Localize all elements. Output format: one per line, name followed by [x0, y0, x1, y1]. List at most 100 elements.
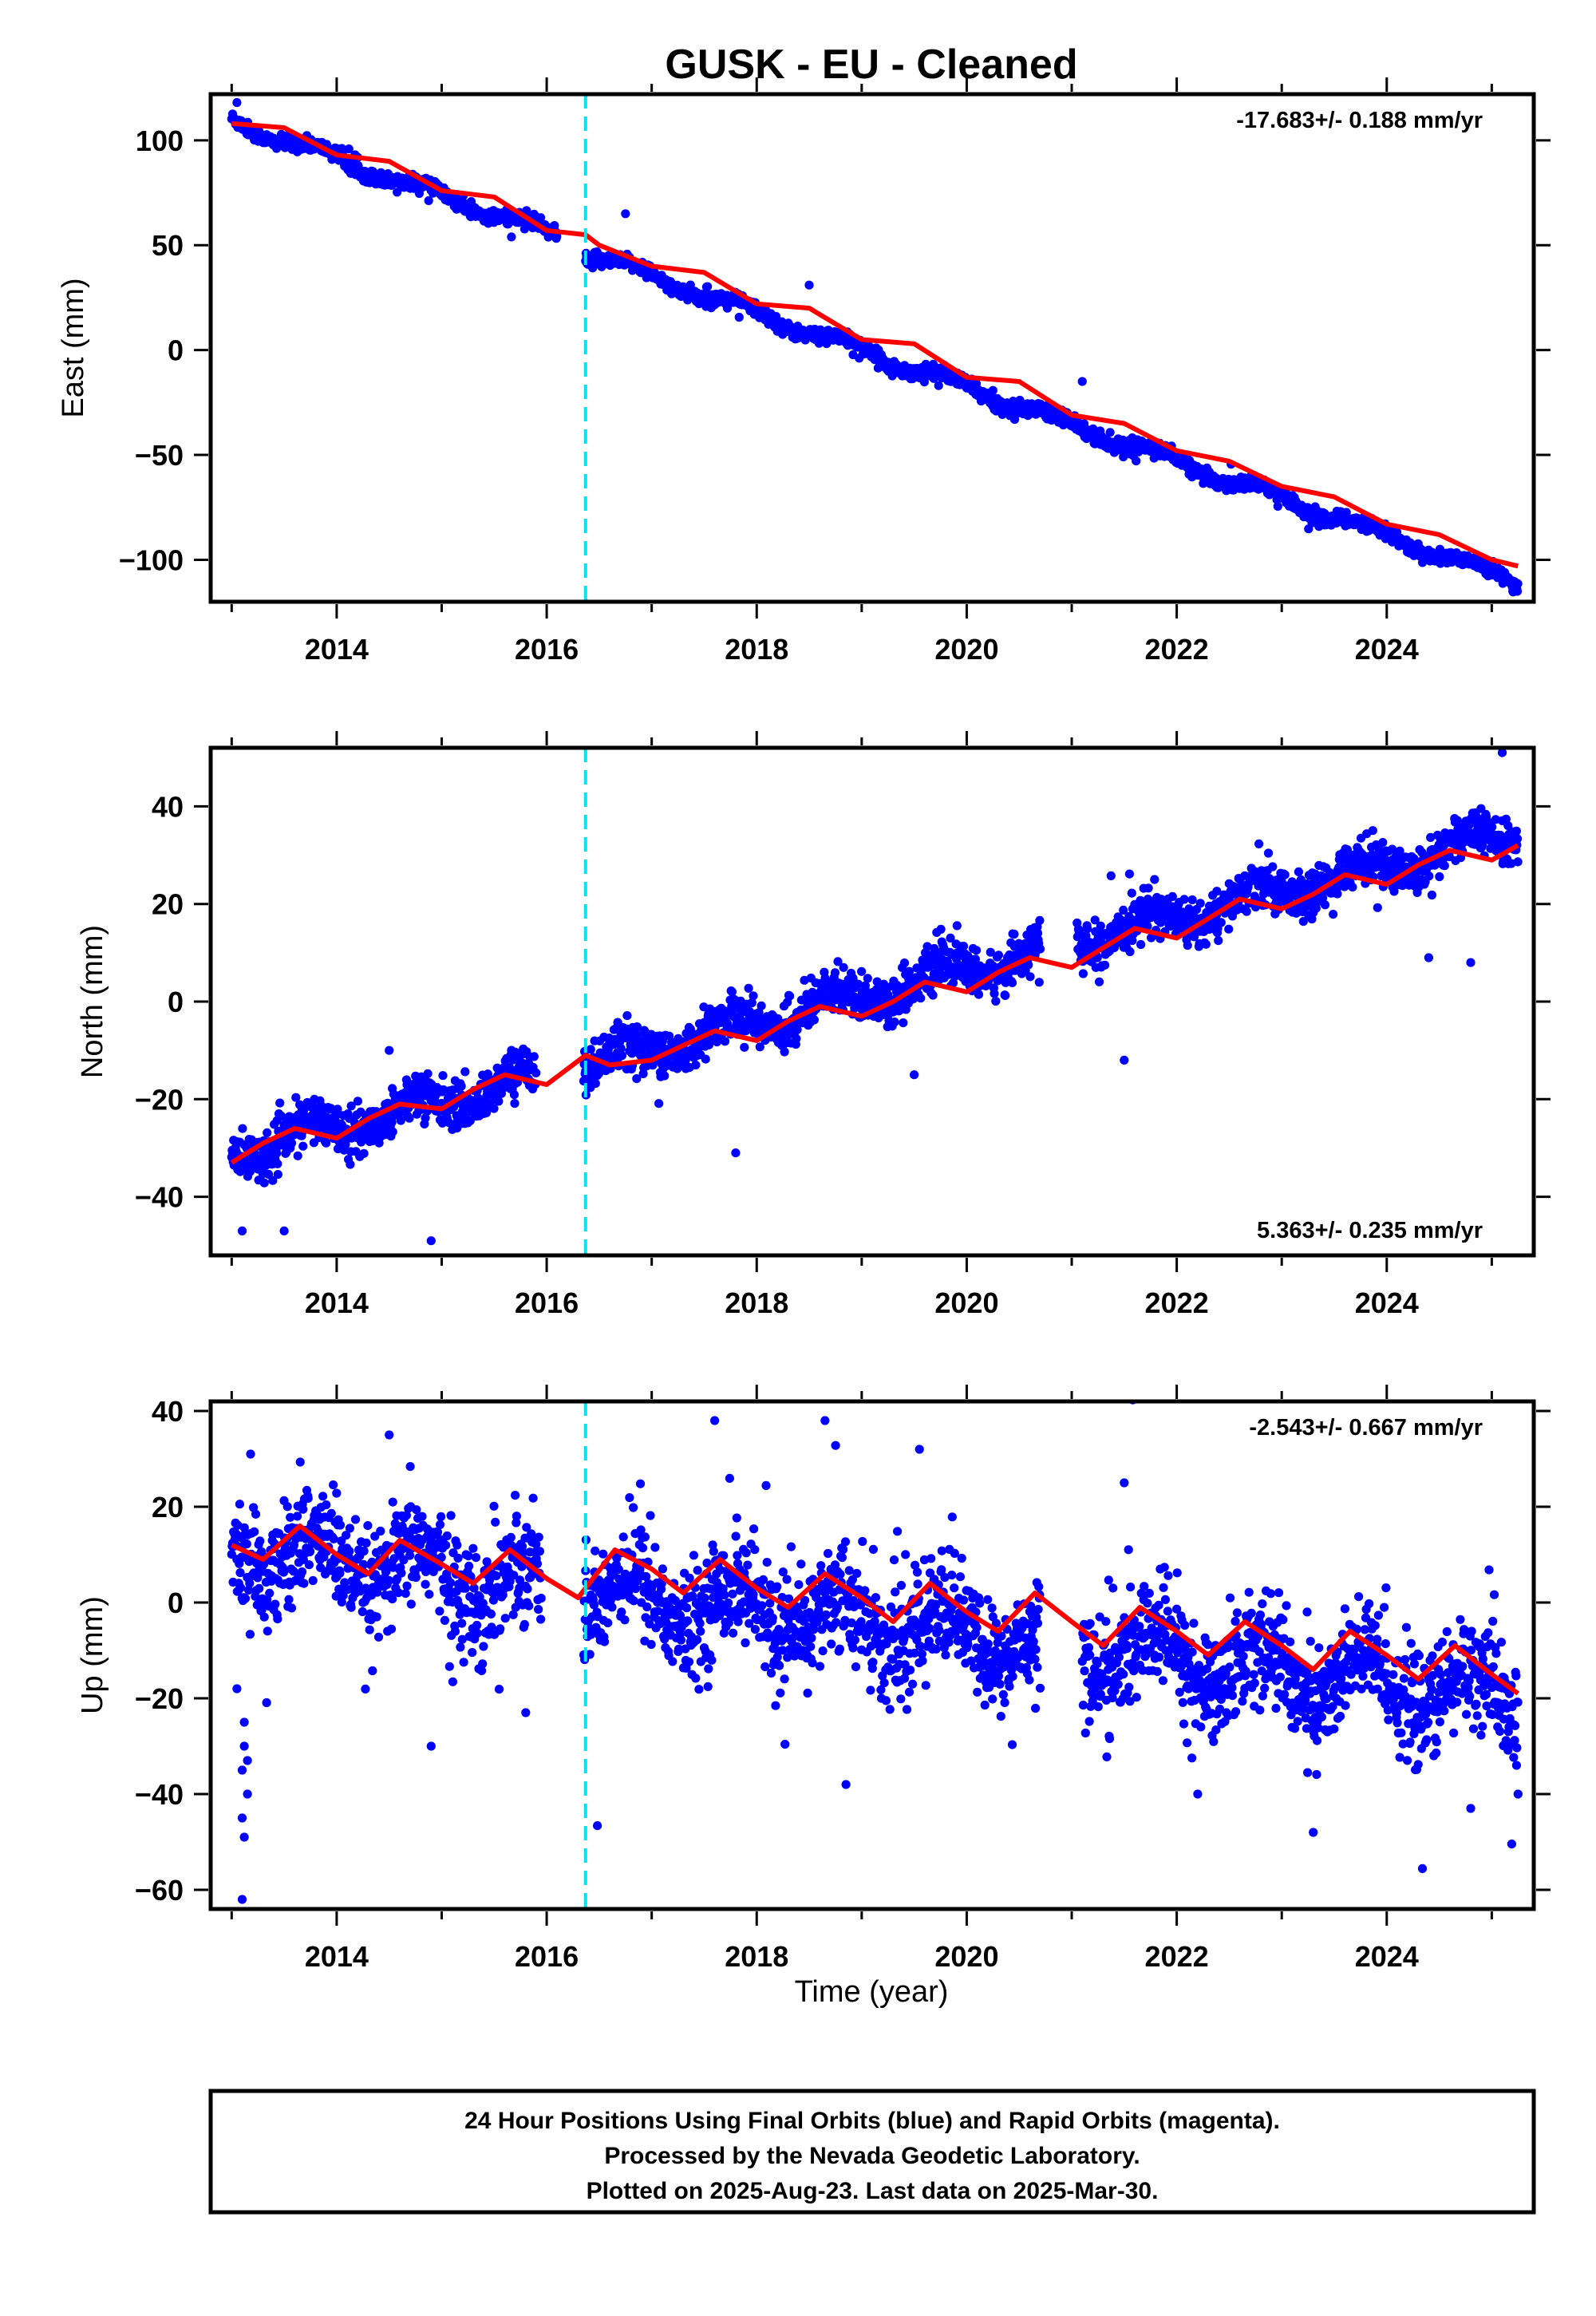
position-point: [489, 1104, 499, 1113]
position-point: [1268, 862, 1278, 871]
position-point: [958, 942, 969, 951]
position-point: [1348, 883, 1357, 892]
position-point: [703, 282, 713, 291]
position-point: [322, 1138, 331, 1148]
position-point: [536, 213, 546, 223]
position-point: [1144, 883, 1153, 893]
position-point: [974, 990, 984, 999]
position-point: [747, 998, 757, 1008]
position-point: [986, 947, 995, 957]
position-point: [1201, 939, 1211, 949]
position-point: [691, 1060, 701, 1070]
position-point: [785, 991, 795, 1001]
position-point: [839, 962, 848, 972]
x-tick-label: 2016: [515, 633, 579, 666]
position-point: [1124, 869, 1134, 879]
position-point: [755, 1042, 764, 1052]
position-point: [883, 990, 893, 1000]
position-points: [227, 97, 1523, 597]
position-point: [616, 1044, 626, 1053]
position-point: [1513, 579, 1523, 589]
position-point: [994, 951, 1003, 960]
outlier-point: [621, 209, 630, 219]
position-point: [1378, 838, 1388, 848]
outlier-point: [804, 280, 814, 290]
position-point: [1373, 903, 1382, 912]
east-panel: 2014 2016 2018 2020 2022 2024100500−50−100Eas…: [57, 77, 1551, 666]
position-point: [1320, 900, 1330, 910]
position-point: [1329, 910, 1338, 919]
position-point: [346, 1160, 355, 1169]
position-point: [531, 1068, 541, 1077]
position-point: [734, 312, 744, 322]
position-point: [617, 1051, 627, 1061]
x-tick-label: 2022: [1145, 633, 1209, 666]
position-point: [1034, 978, 1044, 987]
position-point: [268, 1176, 278, 1185]
y-tick-label: 50: [152, 229, 184, 262]
position-point: [780, 1047, 789, 1057]
position-point: [460, 1067, 470, 1077]
position-point: [919, 377, 929, 387]
position-point: [1216, 918, 1226, 927]
position-point: [899, 1018, 908, 1028]
position-point: [1001, 990, 1010, 1000]
position-point: [263, 1128, 272, 1137]
position-point: [393, 188, 402, 197]
position-point: [833, 957, 843, 966]
position-point: [1280, 870, 1290, 879]
position-point: [1254, 839, 1264, 848]
position-point: [424, 196, 433, 205]
position-point: [946, 933, 955, 943]
position-point: [853, 979, 863, 989]
panel-frame: [208, 92, 1536, 604]
position-point: [510, 1099, 519, 1109]
position-point: [388, 1127, 397, 1136]
position-point: [1007, 978, 1017, 987]
position-point: [1078, 969, 1088, 978]
position-point: [1024, 960, 1033, 970]
position-point: [481, 1108, 492, 1117]
position-point: [991, 996, 1001, 1006]
position-point: [238, 1124, 247, 1133]
position-point: [809, 1015, 819, 1025]
position-point: [1183, 941, 1192, 951]
position-point: [1090, 915, 1100, 925]
position-point: [1100, 960, 1110, 970]
plot-area: [227, 748, 1523, 1246]
position-point: [421, 1113, 430, 1123]
position-point: [916, 994, 926, 1003]
position-point: [720, 1037, 730, 1046]
outlier-point: [1508, 587, 1518, 596]
position-point: [273, 1159, 282, 1168]
position-point: [1341, 508, 1351, 517]
position-point: [1105, 428, 1115, 437]
position-point: [970, 954, 980, 964]
position-point: [928, 990, 938, 1000]
position-point: [293, 1151, 302, 1160]
position-point: [1294, 867, 1303, 876]
position-point: [1167, 891, 1177, 901]
position-point: [934, 381, 943, 390]
position-point: [1311, 903, 1321, 913]
outlier-point: [232, 97, 242, 108]
position-point: [863, 974, 872, 983]
position-point: [259, 1178, 269, 1188]
position-point: [552, 231, 562, 241]
position-point: [771, 311, 781, 322]
position-point: [1106, 871, 1116, 880]
position-point: [899, 958, 910, 968]
position-point: [857, 966, 867, 976]
position-point: [494, 1097, 504, 1106]
position-point: [272, 1148, 282, 1158]
position-point: [1096, 921, 1105, 931]
position-point: [298, 1141, 308, 1151]
position-point: [990, 989, 999, 998]
x-tick-label: 2018: [725, 633, 788, 666]
y-axis-label: East (mm): [57, 278, 90, 417]
rate-label: -17.683+/- 0.188 mm/yr: [1236, 108, 1483, 133]
position-point: [740, 1042, 749, 1052]
position-point: [922, 942, 932, 951]
position-point: [1224, 924, 1234, 934]
